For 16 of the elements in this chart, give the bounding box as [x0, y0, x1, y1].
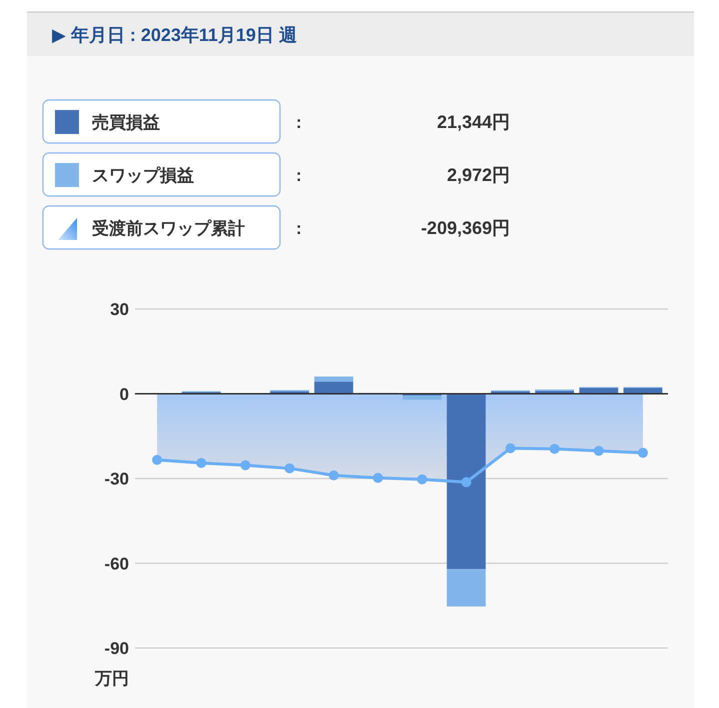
chart-title: ▶ 年月日 : 2023年11月19日 週: [52, 25, 297, 45]
legend-label: スワップ損益: [92, 166, 194, 185]
y-tick-label: -30: [104, 470, 129, 488]
text: -209,369円: [420, 218, 510, 238]
text: :: [296, 166, 302, 185]
y-tick-label: -90: [104, 639, 129, 658]
legend-label: 受渡前スワップ累計: [92, 219, 245, 238]
y-tick-label: 0: [120, 384, 129, 404]
text: :: [296, 219, 302, 238]
y-tick-label: 30: [110, 300, 129, 319]
legend-label: 売買損益: [92, 113, 160, 132]
text: :: [296, 113, 302, 132]
y-axis-title: 万円: [94, 669, 129, 688]
y-tick-label: -60: [104, 554, 129, 574]
text: 21,344円: [436, 112, 510, 132]
text: 2,972円: [446, 165, 510, 185]
